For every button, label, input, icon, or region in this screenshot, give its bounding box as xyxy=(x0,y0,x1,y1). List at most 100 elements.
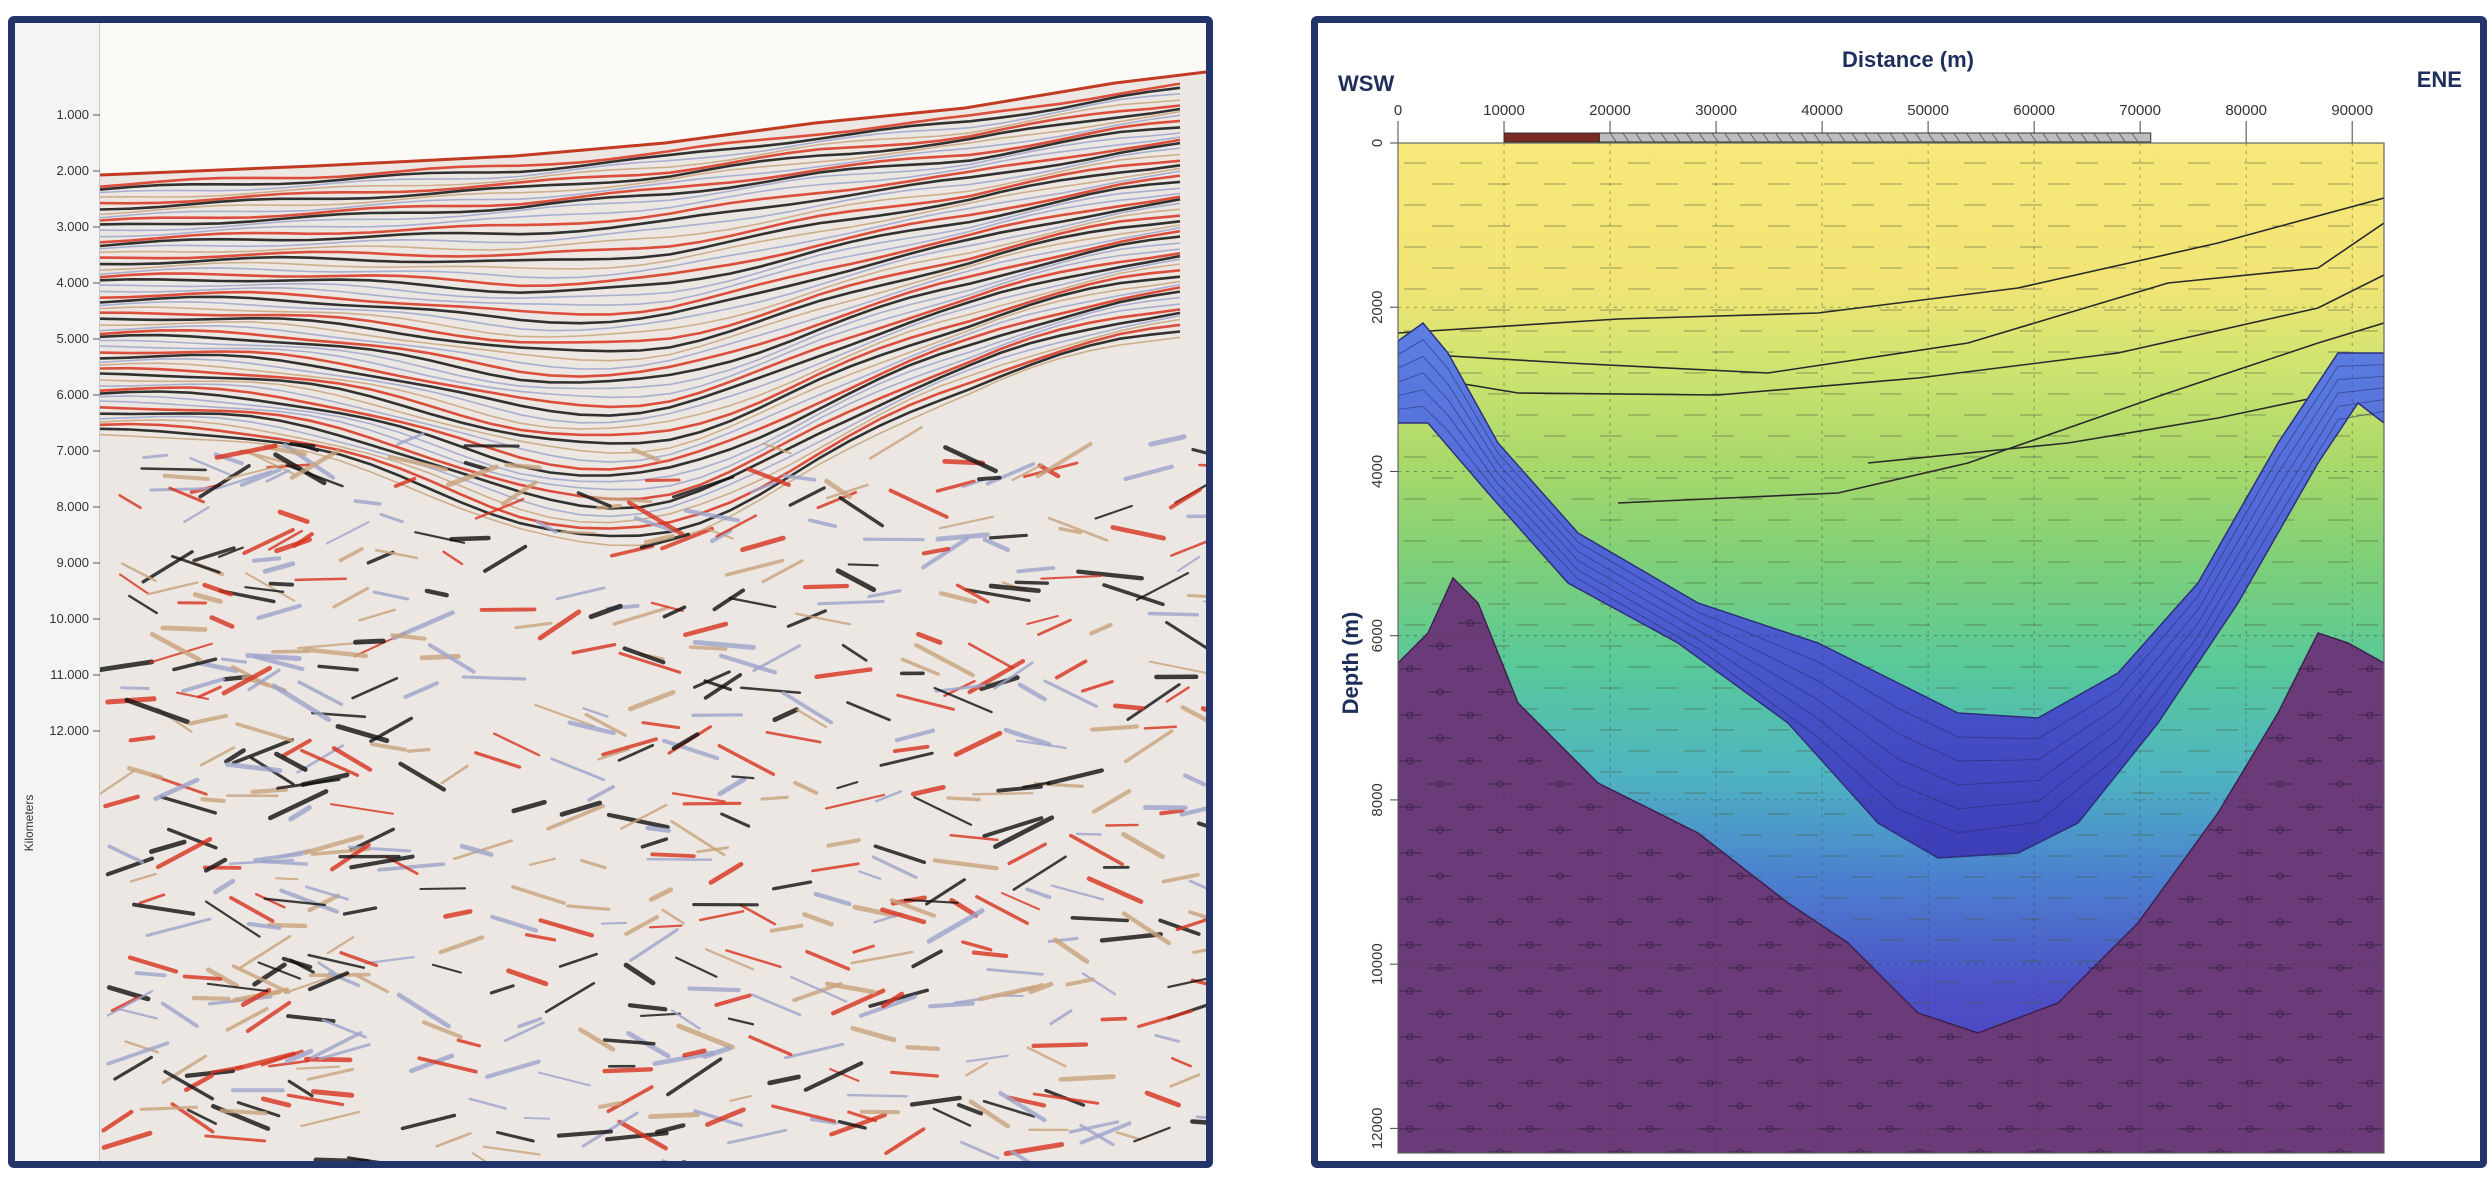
seismic-wiggle xyxy=(850,1025,897,1043)
seismic-wiggle xyxy=(955,583,990,604)
basement-circle xyxy=(1826,941,1834,949)
survey-bar-hatch xyxy=(1724,132,1732,143)
seismic-wiggle xyxy=(662,605,687,619)
seismic-wiggle xyxy=(831,988,886,1016)
basement-circle xyxy=(2126,1033,2134,1041)
seismic-wiggle xyxy=(588,603,623,620)
seismic-wiggle xyxy=(708,861,744,885)
basement-circle xyxy=(2126,941,2134,949)
seismic-wiggle xyxy=(358,608,396,622)
seismic-wiggle xyxy=(1022,781,1051,789)
seismic-wiggle xyxy=(606,1085,654,1114)
reflector-line xyxy=(100,99,1181,198)
basement-circle xyxy=(2006,1125,2014,1133)
seismic-wiggle xyxy=(933,686,993,714)
seismic-wiggle xyxy=(198,463,251,499)
basement-circle xyxy=(1526,1125,1534,1133)
basement-circle xyxy=(1526,987,1534,995)
depth-tick-label: 8000 xyxy=(1369,783,1386,816)
depth-tick-label: 11.000 xyxy=(50,667,89,682)
reflector-line xyxy=(100,308,1181,501)
basement-circle xyxy=(2276,1056,2284,1064)
seismic-wiggle xyxy=(731,775,755,780)
seismic-wiggle xyxy=(206,982,269,993)
basement-circle xyxy=(1826,1079,1834,1087)
reflector-line xyxy=(100,192,1181,306)
seismic-wiggle xyxy=(682,801,742,806)
seismic-wiggle xyxy=(231,964,291,995)
seismic-wiggle xyxy=(537,609,582,641)
seismic-wiggle xyxy=(629,928,679,962)
reflector-line xyxy=(100,229,1181,378)
seismic-wiggle xyxy=(1091,789,1132,814)
seismic-wiggle xyxy=(408,1053,455,1074)
survey-bar-hatch xyxy=(1927,132,1935,143)
basement-circle xyxy=(1616,1056,1624,1064)
basement-circle xyxy=(2156,1010,2164,1018)
basement-circle xyxy=(2096,1010,2104,1018)
seismic-wiggle xyxy=(772,707,799,723)
seismic-wiggle xyxy=(769,923,804,933)
seismic-wiggle xyxy=(140,467,207,472)
basement-circle xyxy=(1466,1033,1474,1041)
basement-circle xyxy=(1556,1148,1564,1153)
seismic-wiggle xyxy=(366,550,395,565)
basement-circle xyxy=(1436,1148,1444,1153)
seismic-wiggle xyxy=(120,686,150,690)
seismic-wiggle xyxy=(836,781,859,790)
seismic-wiggle xyxy=(631,447,661,463)
seismic-wiggle xyxy=(890,1070,939,1078)
seismic-wiggle xyxy=(628,689,676,712)
seismic-wiggle xyxy=(1031,1042,1089,1049)
seismic-wiggle xyxy=(349,854,415,870)
basement-circle xyxy=(2276,1010,2284,1018)
basement-circle xyxy=(1886,1033,1894,1041)
seismic-wiggle xyxy=(449,535,491,542)
seismic-wiggle xyxy=(225,762,283,774)
seismic-wiggle xyxy=(219,1108,268,1116)
distance-tick-label: 60000 xyxy=(2013,102,2055,119)
reflector-line xyxy=(100,269,1181,437)
seismic-wiggle xyxy=(221,665,272,696)
basement-circle xyxy=(2246,987,2254,995)
seismic-wiggle xyxy=(965,1062,988,1077)
seismic-wiggle xyxy=(307,893,340,913)
seismic-wiggle xyxy=(421,1020,463,1039)
basement-circle xyxy=(2336,1010,2344,1018)
survey-bar-hatch xyxy=(1673,132,1681,143)
seismic-wiggle xyxy=(702,1045,732,1059)
seismic-wiggle xyxy=(186,1108,217,1125)
seismic-wiggle xyxy=(170,554,221,574)
seismic-wiggle xyxy=(880,907,927,925)
distance-tick-label: 10000 xyxy=(1483,102,1525,119)
seismic-wiggle xyxy=(975,895,1029,925)
seismic-wiggle xyxy=(640,1012,681,1017)
basement-circle xyxy=(2186,1079,2194,1087)
seismic-wiggle xyxy=(493,732,541,757)
seismic-wiggle xyxy=(715,514,758,538)
seismic-wiggle xyxy=(1165,620,1206,650)
seismic-wiggle xyxy=(1040,574,1102,580)
seismic-wiggle xyxy=(982,1100,1036,1118)
basement-circle xyxy=(1676,918,1684,926)
basement-circle xyxy=(1466,941,1474,949)
seismic-wiggle xyxy=(789,975,848,1003)
seismic-wiggle xyxy=(1143,725,1178,730)
seismic-wiggle xyxy=(214,443,278,460)
water-column xyxy=(100,23,1206,175)
seismic-wiggle xyxy=(247,668,281,692)
seismic-wiggle xyxy=(101,1130,153,1150)
seismic-wiggle xyxy=(587,785,616,802)
basement-circle xyxy=(1496,688,1504,696)
seismic-wiggle xyxy=(1000,892,1040,911)
seismic-wiggle xyxy=(148,839,187,854)
basement-circle xyxy=(1766,1033,1774,1041)
seismic-wiggle xyxy=(671,732,700,751)
seismic-wiggle xyxy=(965,1054,1009,1063)
seismic-wiggle xyxy=(1007,842,1047,866)
survey-bar-hatch xyxy=(1902,132,1910,143)
seismic-wiggle xyxy=(584,712,627,737)
seismic-wiggle xyxy=(225,1006,269,1032)
basement-circle xyxy=(1706,1125,1714,1133)
seismic-wiggle xyxy=(161,1054,208,1085)
